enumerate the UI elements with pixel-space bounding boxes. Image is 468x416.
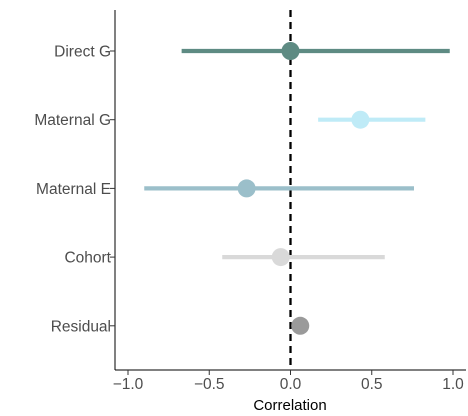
category-label: Residual — [51, 318, 111, 335]
point-estimate — [237, 179, 256, 198]
category-label: Direct G — [54, 44, 111, 61]
x-tick-label: −0.5 — [194, 376, 225, 393]
category-label: Maternal E — [36, 181, 111, 198]
x-axis-title: Correlation — [253, 397, 326, 414]
point-estimate — [281, 42, 300, 60]
category-label: Maternal G — [34, 112, 111, 129]
category-labels: Direct G Maternal G Maternal E Cohort Residu… — [34, 44, 115, 335]
point-estimate — [351, 110, 370, 129]
x-ticks: −1.0 −0.5 0.0 0.5 1.0 — [113, 370, 464, 393]
x-tick-label: 0.5 — [361, 376, 383, 393]
point-estimate — [271, 248, 290, 267]
chart-marks — [144, 42, 450, 335]
x-tick-label: 0.0 — [280, 376, 302, 393]
x-tick-label: 1.0 — [442, 376, 464, 393]
x-tick-label: −1.0 — [113, 376, 144, 393]
point-estimate — [291, 316, 310, 335]
category-label: Cohort — [64, 250, 111, 267]
